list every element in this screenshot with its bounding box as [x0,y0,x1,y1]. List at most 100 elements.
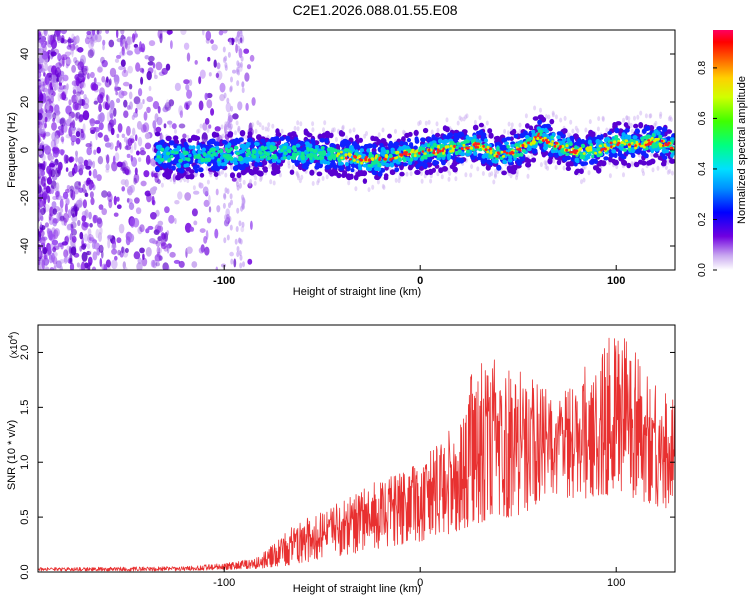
noise-blob [106,235,112,241]
ridge-halo [199,123,203,129]
ridge-cell [365,143,371,149]
ridge-cell [603,137,608,143]
ridge-cell [185,163,190,168]
noise-blob [118,223,125,234]
noise-blob [69,185,75,192]
noise-blob [89,223,93,228]
ridge-cell [174,151,179,155]
noise-blob [52,195,58,201]
ridge-halo [347,180,351,186]
ridge-cell [482,144,485,148]
noise-blob [134,134,138,142]
ridge-halo [429,178,433,184]
noise-blob [93,149,97,155]
ridge-cell [457,132,463,137]
ridge-halo [196,129,200,135]
ridge-cell [537,114,544,120]
noise-blob [139,67,144,73]
ridge-cell [402,152,406,156]
ridge-cell [393,142,398,148]
noise-blob [97,156,104,165]
noise-blob [127,65,133,74]
ridge-halo [464,114,468,120]
noise-blob [118,65,124,71]
ridge-cell [303,130,310,136]
ridge-halo [667,116,671,122]
ridge-cell [287,149,291,153]
ridge-cell [497,152,501,156]
ridge-halo [371,184,375,190]
ridge-halo [627,116,631,122]
ridge-cell [398,158,402,162]
ridge-cell [612,159,620,166]
noise-blob [232,69,237,74]
noise-blob [86,177,91,185]
ridge-cell [495,154,499,158]
noise-blob [104,101,110,111]
noise-blob [126,198,133,204]
ridge-cell [502,159,507,165]
ridge-cell [266,141,272,146]
noise-blob [108,39,115,48]
ridge-cell [234,137,239,143]
noise-blob [156,225,164,233]
ridge-halo [669,117,673,122]
noise-blob [62,212,69,223]
ridge-halo [515,175,518,181]
noise-blob [230,76,233,83]
ridge-cell [413,151,417,154]
noise-blob [79,90,85,95]
ridge-halo [311,181,315,186]
ridge-cell [413,129,419,136]
ridge-cell [424,169,430,176]
noise-blob [225,208,230,218]
noise-blob [70,190,76,201]
noise-blob [246,64,252,70]
noise-blob [70,135,77,143]
noise-blob [57,129,65,136]
noise-blob [208,194,211,205]
ridge-cell [362,163,368,168]
ridge-cell [160,147,165,152]
ridge-cell [247,131,253,137]
ridge-halo [518,122,522,128]
noise-blob [43,72,46,77]
noise-blob [65,188,70,194]
noise-blob [124,248,129,253]
ridge-halo [259,175,263,181]
ridge-cell [501,170,507,176]
noise-blob [44,260,49,266]
ridge-cell [258,162,263,167]
noise-blob [103,264,108,270]
noise-blob [98,103,102,113]
noise-blob [47,34,51,44]
noise-blob [91,241,96,250]
noise-blob [198,100,204,111]
ridge-cell [263,168,268,173]
ridge-cell [488,161,494,166]
ridge-halo [509,173,513,179]
noise-blob [57,125,64,131]
noise-blob [228,216,232,222]
noise-blob [116,140,120,148]
ridge-cell [306,146,310,151]
noise-blob [114,81,118,88]
noise-blob [205,30,212,41]
ridge-cell [356,160,360,164]
ridge-halo [316,180,320,186]
ridge-cell [561,134,566,139]
noise-blob [165,103,172,108]
ridge-cell [317,162,323,169]
ridge-halo [544,114,548,120]
ridge-halo [476,166,480,172]
ridge-halo [331,127,335,133]
ridge-cell [348,145,354,151]
ridge-halo [287,163,291,169]
ridge-cell [553,144,557,148]
noise-blob [116,161,123,168]
ridge-halo [224,121,228,127]
noise-blob [241,221,245,228]
ridge-cell [547,152,554,158]
ridge-cell [263,150,267,155]
